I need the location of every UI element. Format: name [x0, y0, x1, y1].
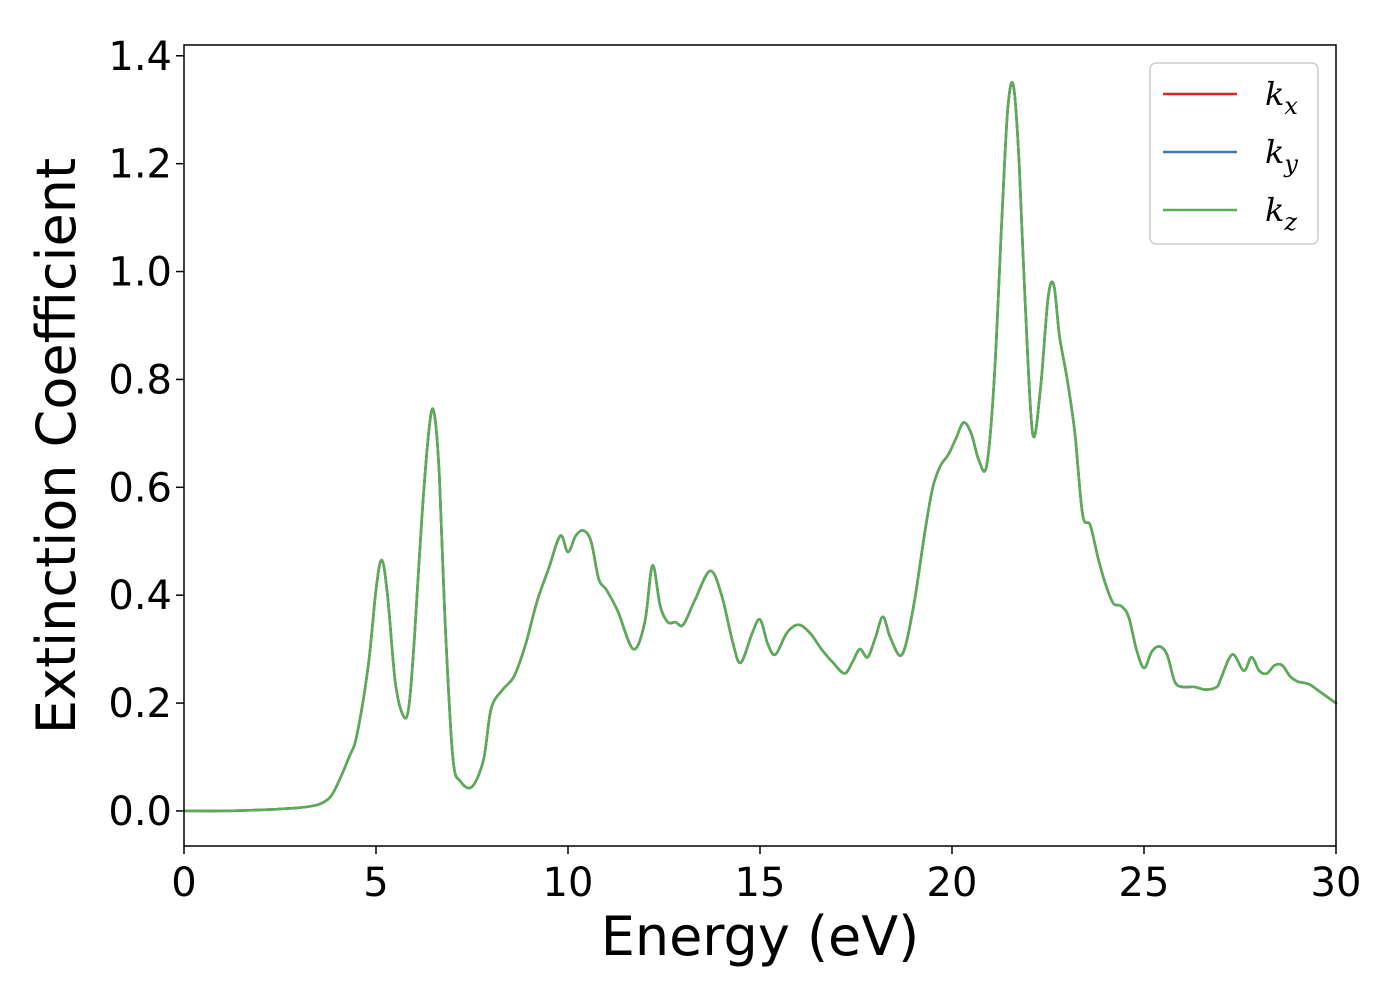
y-axis-ticks: 0.0 0.2 0.4 0.6 0.8 1.0 1.2 1.4 — [108, 34, 184, 835]
x-tick-label: 15 — [735, 860, 786, 906]
y-axis-title: Extinction Coefficient — [25, 158, 88, 734]
x-tick-label: 5 — [363, 860, 388, 906]
y-tick-label: 0.0 — [108, 789, 172, 835]
x-tick-label: 10 — [543, 860, 594, 906]
x-tick-label: 20 — [927, 860, 978, 906]
y-tick-label: 1.2 — [108, 142, 172, 188]
y-tick-label: 0.6 — [108, 465, 172, 511]
y-tick-label: 0.8 — [108, 357, 172, 403]
x-axis-ticks: 0 5 10 15 20 25 30 — [171, 846, 1361, 906]
x-axis-title: Energy (eV) — [601, 905, 920, 968]
x-tick-label: 30 — [1311, 860, 1362, 906]
y-tick-label: 0.4 — [108, 573, 172, 619]
x-tick-label: 25 — [1119, 860, 1170, 906]
y-tick-label: 1.4 — [108, 34, 172, 80]
y-tick-label: 1.0 — [108, 250, 172, 296]
x-tick-label: 0 — [171, 860, 196, 906]
y-tick-label: 0.2 — [108, 681, 172, 727]
